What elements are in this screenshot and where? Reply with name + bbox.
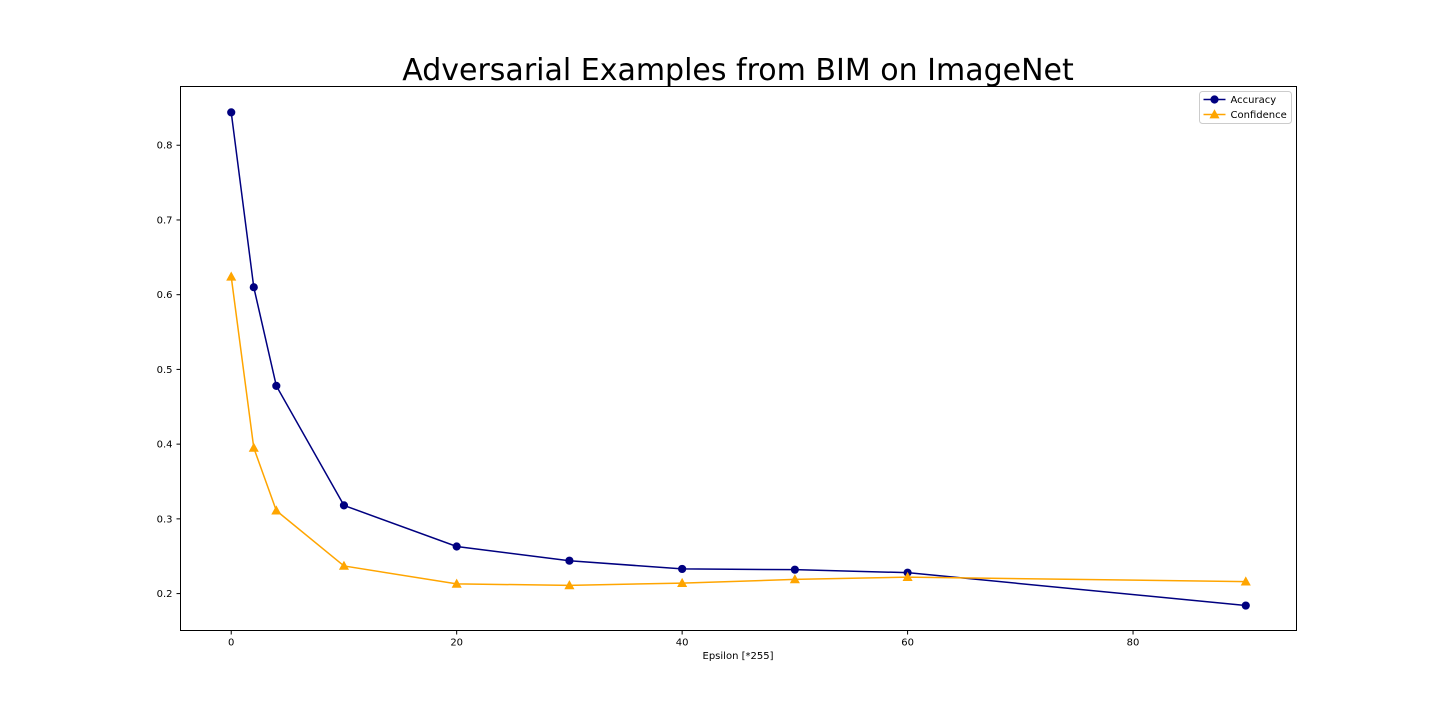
legend-confidence-label: Confidence <box>1231 110 1287 121</box>
accuracy-point <box>1241 601 1250 610</box>
x-tick-label: 80 <box>1127 638 1140 649</box>
accuracy-point <box>339 501 349 510</box>
confidence-point <box>902 571 913 582</box>
accuracy-point <box>249 283 258 292</box>
y-tick-label: 0.2 <box>157 589 173 600</box>
confidence-point <box>271 505 282 515</box>
confidence-point <box>564 580 575 590</box>
confidence-line <box>230 276 1246 587</box>
accuracy-point <box>790 565 799 574</box>
x-axis: 0 20 40 60 80 <box>228 630 1140 649</box>
accuracy-point <box>678 564 687 574</box>
legend-confidence-marker <box>1209 109 1220 119</box>
accuracy-point <box>565 556 574 565</box>
x-tick-label: 0 <box>228 638 234 649</box>
x-tick-label: 60 <box>901 638 914 649</box>
confidence-point <box>226 271 237 281</box>
x-axis-label: Epsilon [*255] <box>703 651 774 662</box>
legend-accuracy-marker <box>1210 95 1219 104</box>
legend: Accuracy Confidence <box>1199 91 1292 124</box>
chart-title: Adversarial Examples from BIM on ImageNe… <box>402 53 1074 88</box>
confidence-point <box>248 442 259 452</box>
accuracy-line <box>230 112 1246 607</box>
confidence-point <box>789 574 800 584</box>
y-tick-label: 0.6 <box>157 290 173 301</box>
accuracy-point <box>272 381 281 390</box>
series-layer <box>226 108 1251 610</box>
y-tick-label: 0.8 <box>157 141 173 152</box>
confidence-point <box>677 577 688 587</box>
confidence-point <box>451 578 462 588</box>
accuracy-point <box>227 108 236 117</box>
y-axis: 0.2 0.3 0.4 0.5 0.6 0.7 0.8 <box>157 141 181 600</box>
x-tick-label: 20 <box>450 638 463 649</box>
y-tick-label: 0.5 <box>157 365 173 376</box>
x-tick-label: 40 <box>676 638 689 649</box>
legend-accuracy-label: Accuracy <box>1231 95 1277 106</box>
plot-area-frame <box>180 86 1297 631</box>
accuracy-point <box>452 542 461 551</box>
y-tick-label: 0.3 <box>157 514 173 525</box>
confidence-point <box>1240 576 1251 586</box>
y-tick-label: 0.7 <box>157 215 173 226</box>
y-tick-label: 0.4 <box>157 440 173 451</box>
confidence-point <box>338 560 350 570</box>
